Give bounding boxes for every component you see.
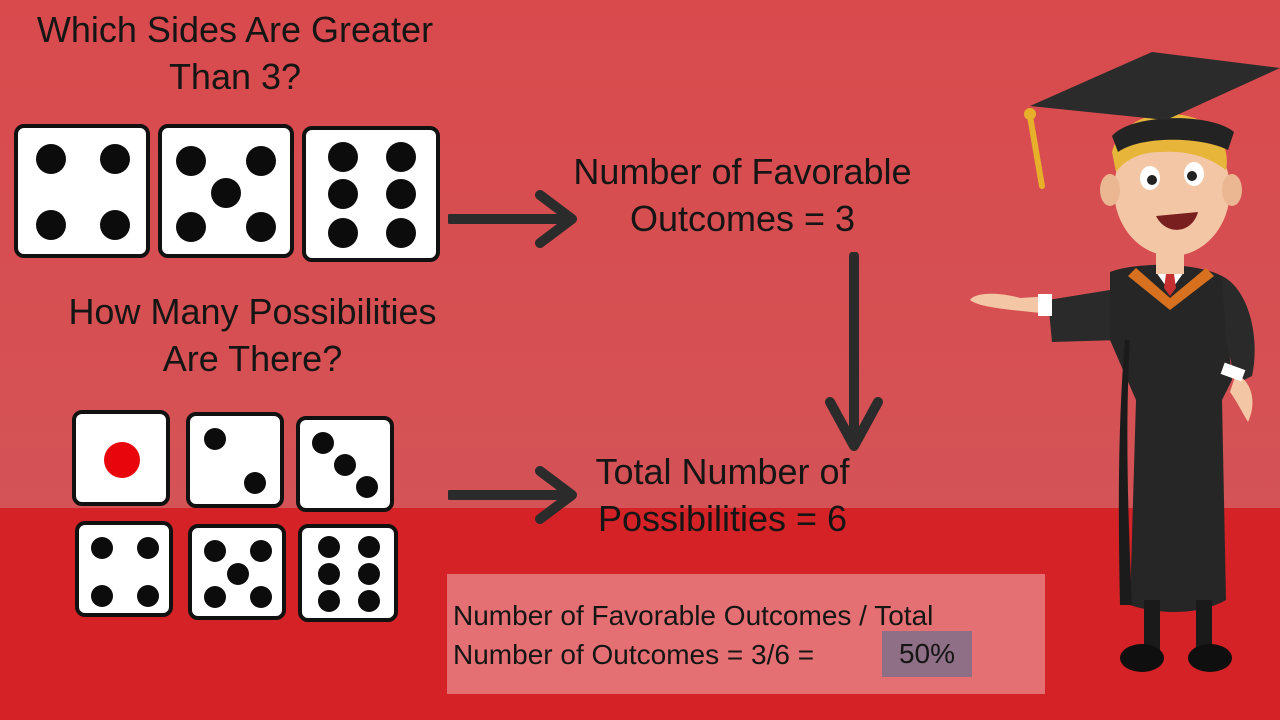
die-pip	[386, 142, 416, 172]
arrow-down-icon	[825, 252, 883, 451]
die-pip	[358, 563, 380, 585]
die-pip	[176, 212, 206, 242]
favorable-outcomes-label: Number of Favorable Outcomes = 3	[573, 151, 912, 239]
die-pip	[211, 178, 241, 208]
die-pip	[318, 590, 340, 612]
arrow-right-icon	[448, 466, 577, 524]
die-pip	[227, 563, 249, 585]
die-one	[72, 410, 170, 506]
graduate-character-icon	[970, 52, 1280, 672]
die-pip	[244, 472, 266, 494]
die-pip	[312, 432, 334, 454]
die-pip	[358, 536, 380, 558]
die-pip	[246, 146, 276, 176]
question-possibilities: How Many Possibilities Are There?	[68, 291, 437, 379]
die-pip	[104, 442, 140, 478]
die-pip	[328, 218, 358, 248]
die-pip	[137, 537, 159, 559]
formula-box: Number of Favorable Outcomes / Total Num…	[447, 574, 1045, 694]
die-pip	[358, 590, 380, 612]
formula-line-2: Number of Outcomes = 3/6 =	[453, 639, 815, 670]
total-possibilities-label: Total Number of Possibilities = 6	[595, 451, 850, 539]
die-pip	[36, 144, 66, 174]
die-pip	[91, 585, 113, 607]
die-two	[186, 412, 284, 508]
die-pip	[204, 540, 226, 562]
die-pip	[328, 179, 358, 209]
die-pip	[100, 210, 130, 240]
die-pip	[36, 210, 66, 240]
die-six-small	[298, 524, 398, 622]
die-pip	[318, 563, 340, 585]
die-pip	[334, 454, 356, 476]
result-value: 50%	[882, 631, 972, 677]
die-five	[158, 124, 294, 258]
die-five-small	[188, 524, 286, 620]
arrow-right-icon	[448, 190, 577, 248]
die-three	[296, 416, 394, 512]
die-four	[14, 124, 150, 258]
die-four-small	[75, 521, 173, 617]
die-pip	[386, 179, 416, 209]
die-pip	[328, 142, 358, 172]
die-six	[302, 126, 440, 262]
die-pip	[204, 586, 226, 608]
question-sides-greater: Which Sides Are Greater Than 3?	[36, 9, 434, 97]
die-pip	[318, 536, 340, 558]
die-pip	[386, 218, 416, 248]
die-pip	[100, 144, 130, 174]
die-pip	[356, 476, 378, 498]
die-pip	[250, 540, 272, 562]
die-pip	[91, 537, 113, 559]
die-pip	[246, 212, 276, 242]
die-pip	[250, 586, 272, 608]
die-pip	[176, 146, 206, 176]
die-pip	[137, 585, 159, 607]
formula-line-1: Number of Favorable Outcomes / Total	[453, 600, 934, 631]
die-pip	[204, 428, 226, 450]
